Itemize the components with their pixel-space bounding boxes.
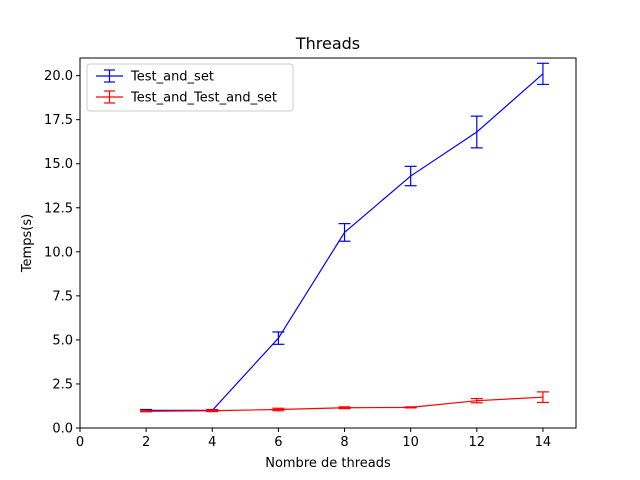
y-tick-label: 20.0 [44, 69, 73, 84]
legend: Test_and_set Test_and_Test_and_set [86, 63, 294, 112]
x-tick-label: 0 [76, 435, 84, 450]
x-tick-label: 14 [535, 435, 552, 450]
y-tick-label: 10.0 [44, 245, 73, 260]
y-tick-label: 15.0 [44, 157, 73, 172]
axis-ticks: 0 2 4 6 8 10 12 14 0.0 2.5 5.0 7.5 10.0 12.5 15.0 17.5 2… [44, 69, 551, 450]
x-tick-label: 4 [208, 435, 216, 450]
y-tick-label: 2.5 [52, 377, 73, 392]
legend-label: Test_and_Test_and_set [130, 91, 277, 106]
y-axis-label: Temps(s) [20, 214, 35, 273]
y-tick-label: 12.5 [44, 201, 73, 216]
y-tick-label: 0.0 [52, 422, 73, 437]
series-line-0 [146, 73, 544, 411]
plot-frame [79, 57, 577, 429]
x-axis-label: Nombre de threads [265, 456, 391, 471]
x-tick-label: 12 [469, 435, 486, 450]
plot-area [140, 62, 549, 413]
x-tick-label: 6 [274, 435, 282, 450]
y-tick-label: 7.5 [52, 289, 73, 304]
legend-box [86, 63, 294, 112]
y-tick-label: 17.5 [44, 113, 73, 128]
x-tick-label: 8 [340, 435, 348, 450]
y-tick-label: 5.0 [52, 333, 73, 348]
x-tick-label: 10 [402, 435, 419, 450]
x-tick-label: 2 [142, 435, 150, 450]
chart-title: Threads [295, 34, 360, 53]
legend-label: Test_and_set [130, 70, 214, 85]
